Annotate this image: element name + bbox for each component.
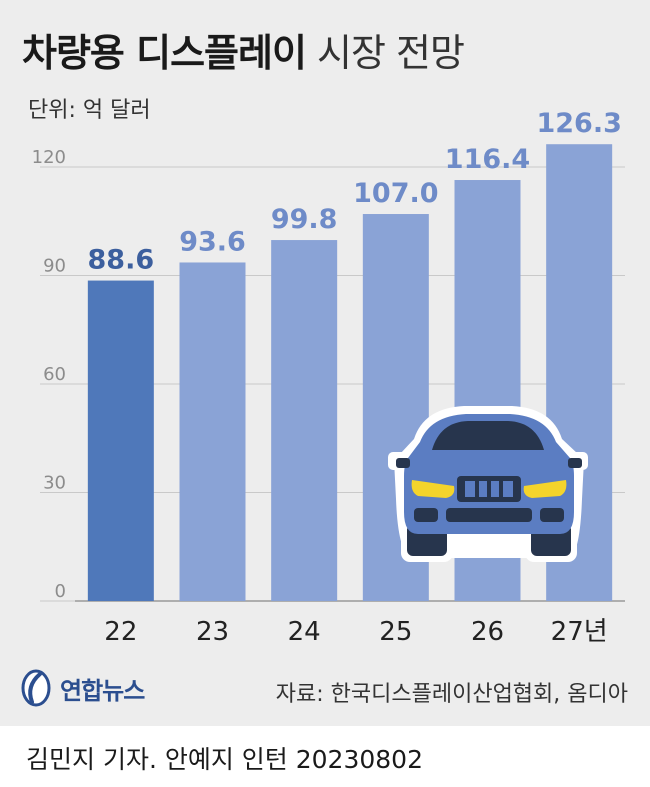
value-label-27년: 126.3 — [536, 108, 621, 139]
chart-title: 차량용 디스플레이 시장 전망 — [22, 22, 465, 77]
chart-title-light: 시장 전망 — [317, 31, 465, 75]
x-tick-24: 24 — [288, 617, 321, 647]
credit-bar — [0, 726, 650, 787]
yonhap-logo-icon — [21, 669, 51, 707]
source-note: 자료: 한국디스플레이산업협회, 옴디아 — [275, 682, 628, 707]
value-label-24: 99.8 — [271, 204, 338, 235]
y-tick-120: 120 — [32, 147, 66, 168]
y-tick-0: 0 — [55, 581, 66, 602]
bar-24 — [271, 240, 338, 601]
value-label-23: 93.6 — [179, 226, 246, 257]
yonhap-logo-text: 연합뉴스 — [60, 676, 145, 705]
credit-line: 김민지 기자. 안예지 인턴 20230802 — [26, 745, 423, 774]
x-tick-labels: 22 23 24 25 26 27년 — [104, 617, 607, 647]
yonhap-logo: 연합뉴스 — [20, 668, 145, 708]
x-tick-22: 22 — [104, 617, 137, 647]
y-tick-60: 60 — [43, 364, 66, 385]
value-label-26: 116.4 — [445, 144, 530, 175]
value-label-22: 88.6 — [88, 245, 155, 276]
y-tick-labels: 0 30 60 90 120 — [32, 147, 66, 602]
chart-title-bold: 차량용 디스플레이 — [22, 31, 307, 75]
x-tick-26: 26 — [471, 617, 504, 647]
x-tick-25: 25 — [379, 617, 412, 647]
x-tick-23: 23 — [196, 617, 229, 647]
y-tick-90: 90 — [43, 256, 66, 277]
bar-23 — [179, 262, 246, 601]
bar-22 — [87, 280, 154, 601]
value-label-25: 107.0 — [353, 178, 438, 209]
unit-label: 단위: 억 달러 — [28, 98, 151, 123]
car-icon — [388, 406, 588, 562]
y-tick-30: 30 — [43, 473, 66, 494]
x-tick-27년: 27년 — [551, 617, 608, 647]
